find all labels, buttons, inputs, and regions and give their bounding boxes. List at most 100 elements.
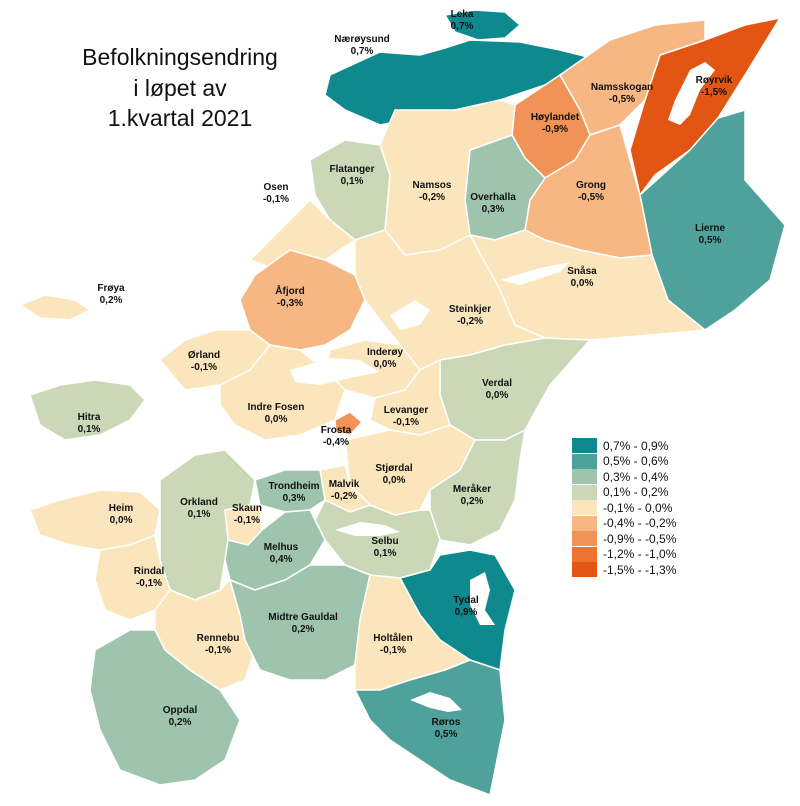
municipality-name: Stjørdal [375,463,413,474]
label-skaun: Skaun -0,1% [232,503,262,527]
municipality-name: Namsskogan [590,82,654,93]
municipality-name: Ørland [187,350,221,361]
municipality-name: Grong [576,180,606,191]
region-hitra [29,379,146,441]
label-snasa: Snåsa 0,0% [567,266,596,290]
municipality-name: Steinkjer [448,304,492,315]
label-lierne: Lierne 0,5% [695,223,725,247]
label-rennebu: Rennebu -0,1% [197,633,240,657]
legend-row: -0,4% - -0,2% [572,515,677,532]
label-royrvik: Røyrvik -1,5% [696,75,733,99]
region-froya [19,294,91,321]
legend-row: 0,5% - 0,6% [572,453,676,470]
municipality-value: -0,1% [204,645,232,656]
legend-row: -1,5% - -1,3% [572,562,676,578]
label-orkland: Orkland 0,1% [180,497,218,521]
label-namsos: Namsos -0,2% [413,180,452,204]
fjord-trondheim [290,358,380,385]
municipality-value: -0,2% [456,316,484,327]
municipality-value: 0,2% [168,717,192,728]
municipality-value: -0,9% [541,124,569,135]
lake-tydal [470,572,495,625]
municipality-value: 0,0% [109,515,133,526]
legend-label: -0,9% - -0,5% [603,531,677,546]
municipality-name: Meråker [452,484,492,495]
label-trondheim: Trondheim 0,3% [268,481,319,505]
label-holtalen: Holtålen -0,1% [373,633,412,657]
municipality-name: Namsos [412,180,452,191]
municipality-name: Malvik [328,479,360,490]
municipality-name: Frøya [97,283,125,294]
legend-swatch [572,515,597,531]
municipality-name: Oppdal [162,705,198,716]
label-heim: Heim 0,0% [109,503,133,527]
title-line-3: 1.kvartal 2021 [107,105,253,131]
municipality-name: Leka [450,9,474,20]
municipality-name: Trondheim [268,481,320,492]
label-flatanger: Flatanger 0,1% [329,164,374,188]
legend-label: 0,3% - 0,4% [603,469,669,484]
municipality-value: -0,3% [276,298,304,309]
legend-label: -0,4% - -0,2% [603,516,677,531]
region-frosta [334,411,363,436]
title-line-2: i løpet av [133,75,227,101]
legend-row: -0,1% - 0,0% [572,500,676,516]
label-verdal: Verdal 0,0% [482,378,512,402]
municipality-name: Inderøy [366,347,404,358]
label-melhus: Melhus 0,4% [264,542,298,566]
municipality-value: 0,1% [187,509,211,520]
municipality-name: Hitra [77,412,101,423]
label-grong: Grong -0,5% [576,180,606,204]
legend-swatch [572,500,597,516]
label-leka: Leka 0,7% [451,9,474,33]
region-oppdal [89,629,241,786]
region-selbu [314,499,441,579]
legend-swatch [572,562,597,578]
region-leka [444,9,521,41]
municipality-name: Røros [431,717,461,728]
label-malvik: Malvik -0,2% [329,479,360,503]
title-line-1: Befolkningsendring [82,44,278,70]
label-namsskogan: Namsskogan -0,5% [591,82,653,106]
legend-label: -1,2% - -1,0% [603,547,677,562]
municipality-value: 0,2% [460,496,484,507]
label-hoylandet: Høylandet -0,9% [531,112,579,136]
region-trondheim [254,469,326,513]
municipality-name: Åfjord [275,286,305,297]
municipality-value: 0,0% [373,359,397,370]
municipality-name: Lierne [694,223,726,234]
municipality-name: Indre Fosen [247,402,305,413]
municipality-value: 0,2% [99,295,123,306]
municipality-value: 0,5% [698,235,722,246]
municipality-value: 0,7% [450,21,474,32]
municipality-name: Røyrvik [695,75,733,86]
municipality-value: 0,4% [269,554,293,565]
municipality-value: -0,1% [262,194,290,205]
label-levanger: Levanger -0,1% [384,405,428,429]
label-frosta: Frosta -0,4% [321,425,352,449]
region-levanger [369,359,451,436]
municipality-value: 0,1% [373,548,397,559]
legend-label: 0,1% - 0,2% [603,485,669,500]
label-roros: Røros 0,5% [432,717,461,741]
label-indre-fosen: Indre Fosen 0,0% [248,402,305,426]
municipality-value: 0,1% [340,176,364,187]
municipality-name: Høylandet [530,112,580,123]
legend-swatch [572,531,597,547]
municipality-value: -0,1% [190,362,218,373]
legend-swatch [572,438,597,454]
label-osen: Osen -0,1% [263,182,289,206]
municipality-value: -0,1% [233,515,261,526]
label-stjordal: Stjørdal 0,0% [375,463,412,487]
label-tydal: Tydal 0,9% [453,595,478,619]
municipality-name: Tydal [453,595,479,606]
map-legend: 0,7% - 0,9% 0,5% - 0,6% 0,3% - 0,4% 0,1%… [572,438,676,578]
fjord-trondheim-south [245,460,330,472]
legend-swatch [572,484,597,500]
label-rindal: Rindal -0,1% [134,566,165,590]
municipality-value: 0,0% [264,414,288,425]
municipality-value: 0,1% [77,424,101,435]
municipality-name: Holtålen [373,633,413,644]
municipality-value: -0,1% [135,578,163,589]
